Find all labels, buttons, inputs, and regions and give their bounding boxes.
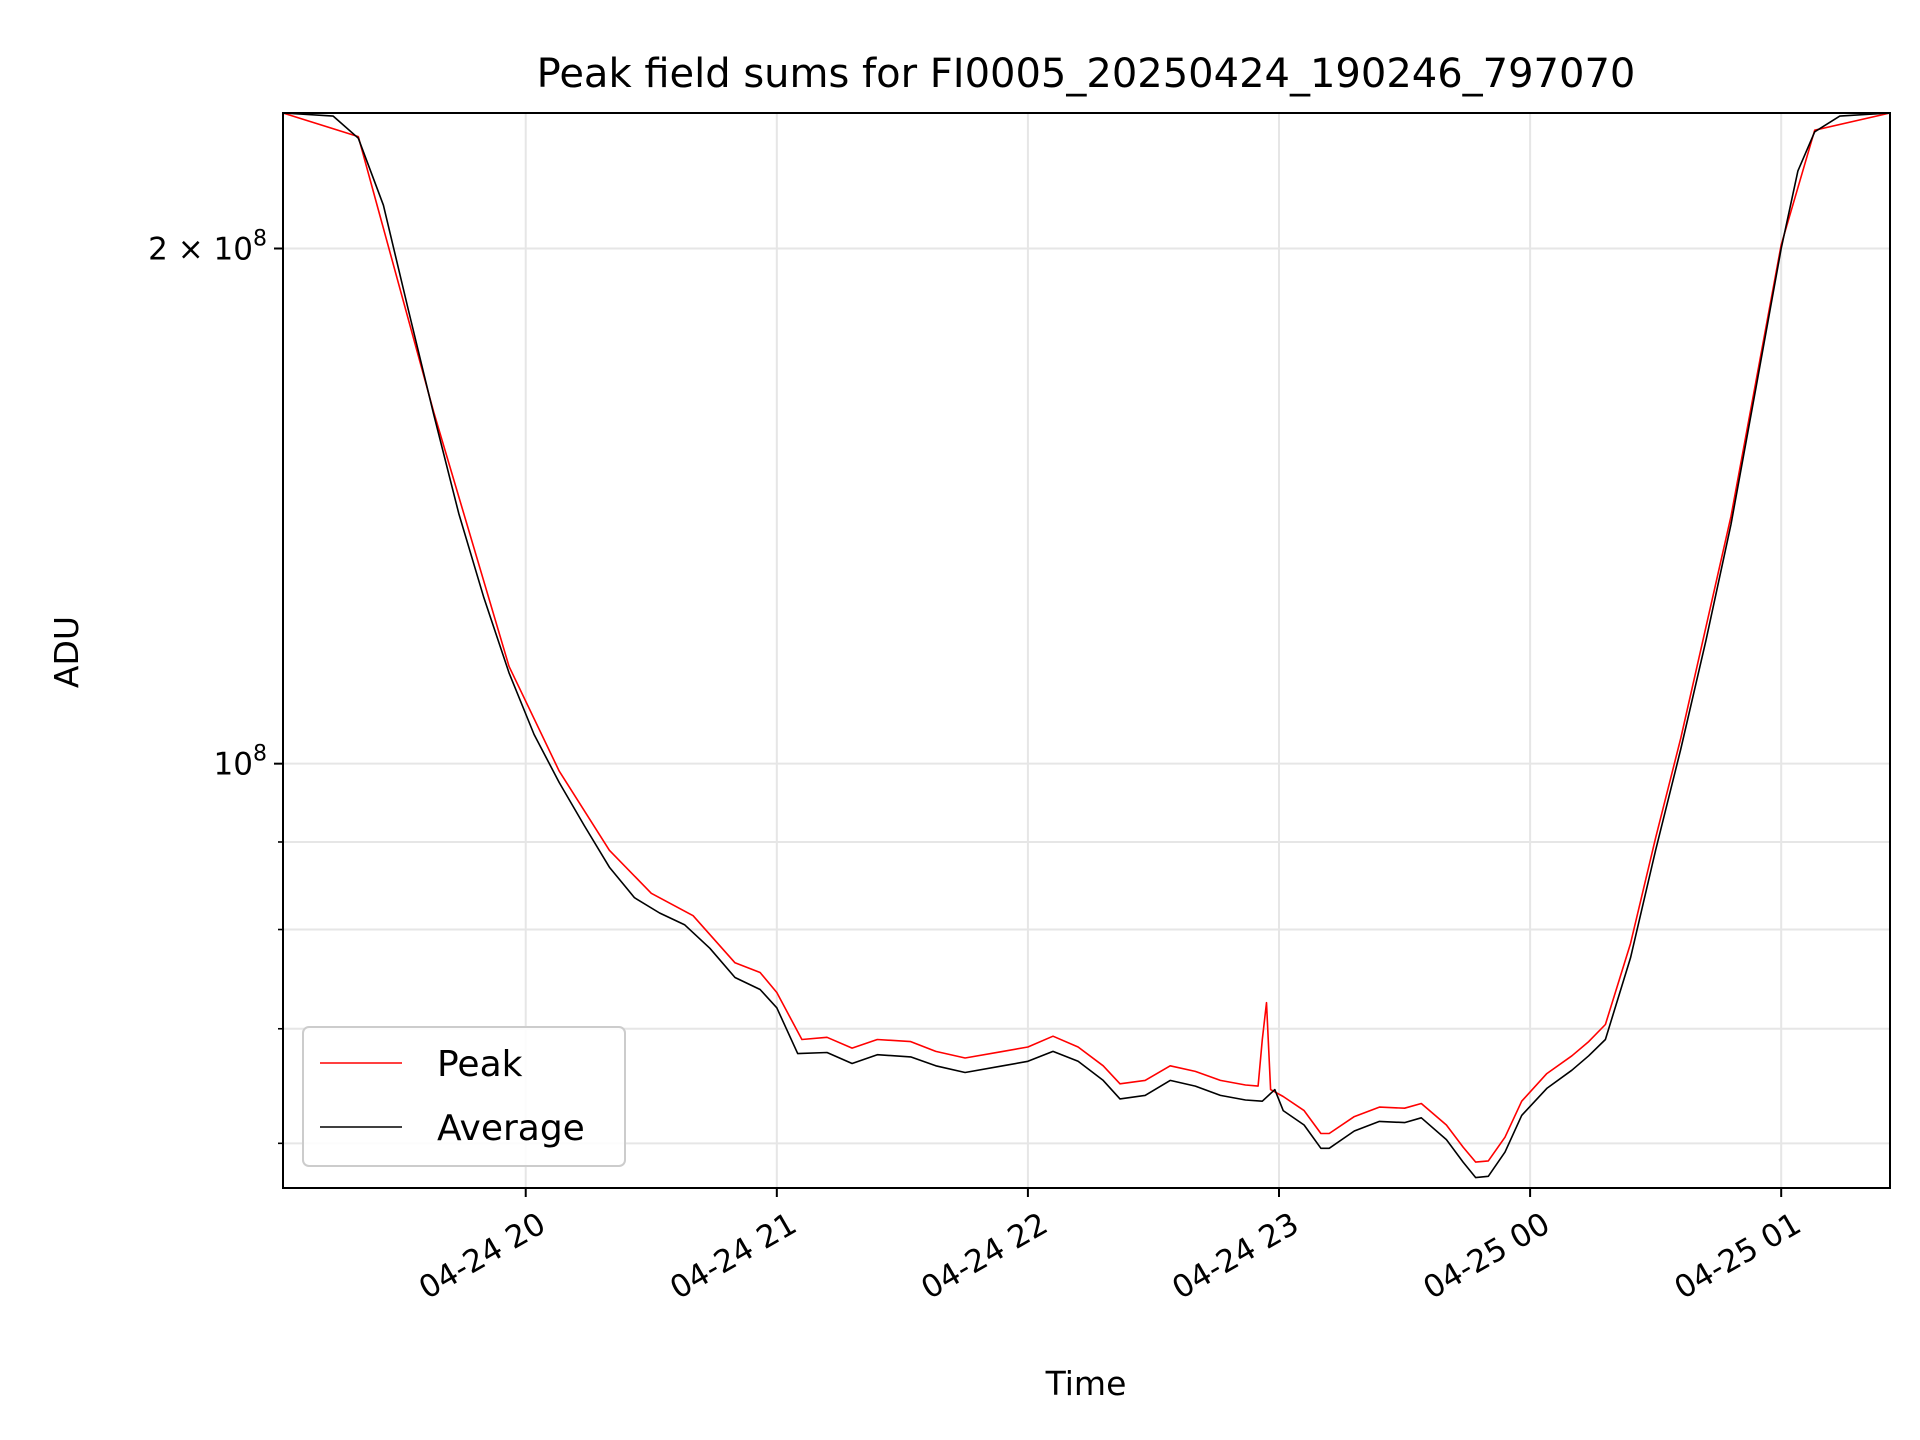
series-layer (282, 112, 1891, 1179)
legend-box (302, 1026, 626, 1167)
legend-peak-label: Peak (437, 1044, 523, 1085)
chart-title: Peak field sums for FI0005_20250424_1902… (537, 51, 1636, 97)
plot-frame (282, 112, 1891, 1189)
y-axis-label: ADU (47, 616, 86, 688)
x-axis-label: Time (1045, 1364, 1127, 1403)
y-tick-label: 108 (214, 742, 267, 783)
y-axis: 108 2 × 108 (148, 227, 283, 1145)
legend-average-label: Average (437, 1108, 585, 1149)
legend: Peak Average (302, 1026, 626, 1167)
y-tick-label: 2 × 108 (148, 227, 267, 268)
series-line-average (282, 112, 1891, 1179)
series-line-peak (282, 112, 1891, 1163)
